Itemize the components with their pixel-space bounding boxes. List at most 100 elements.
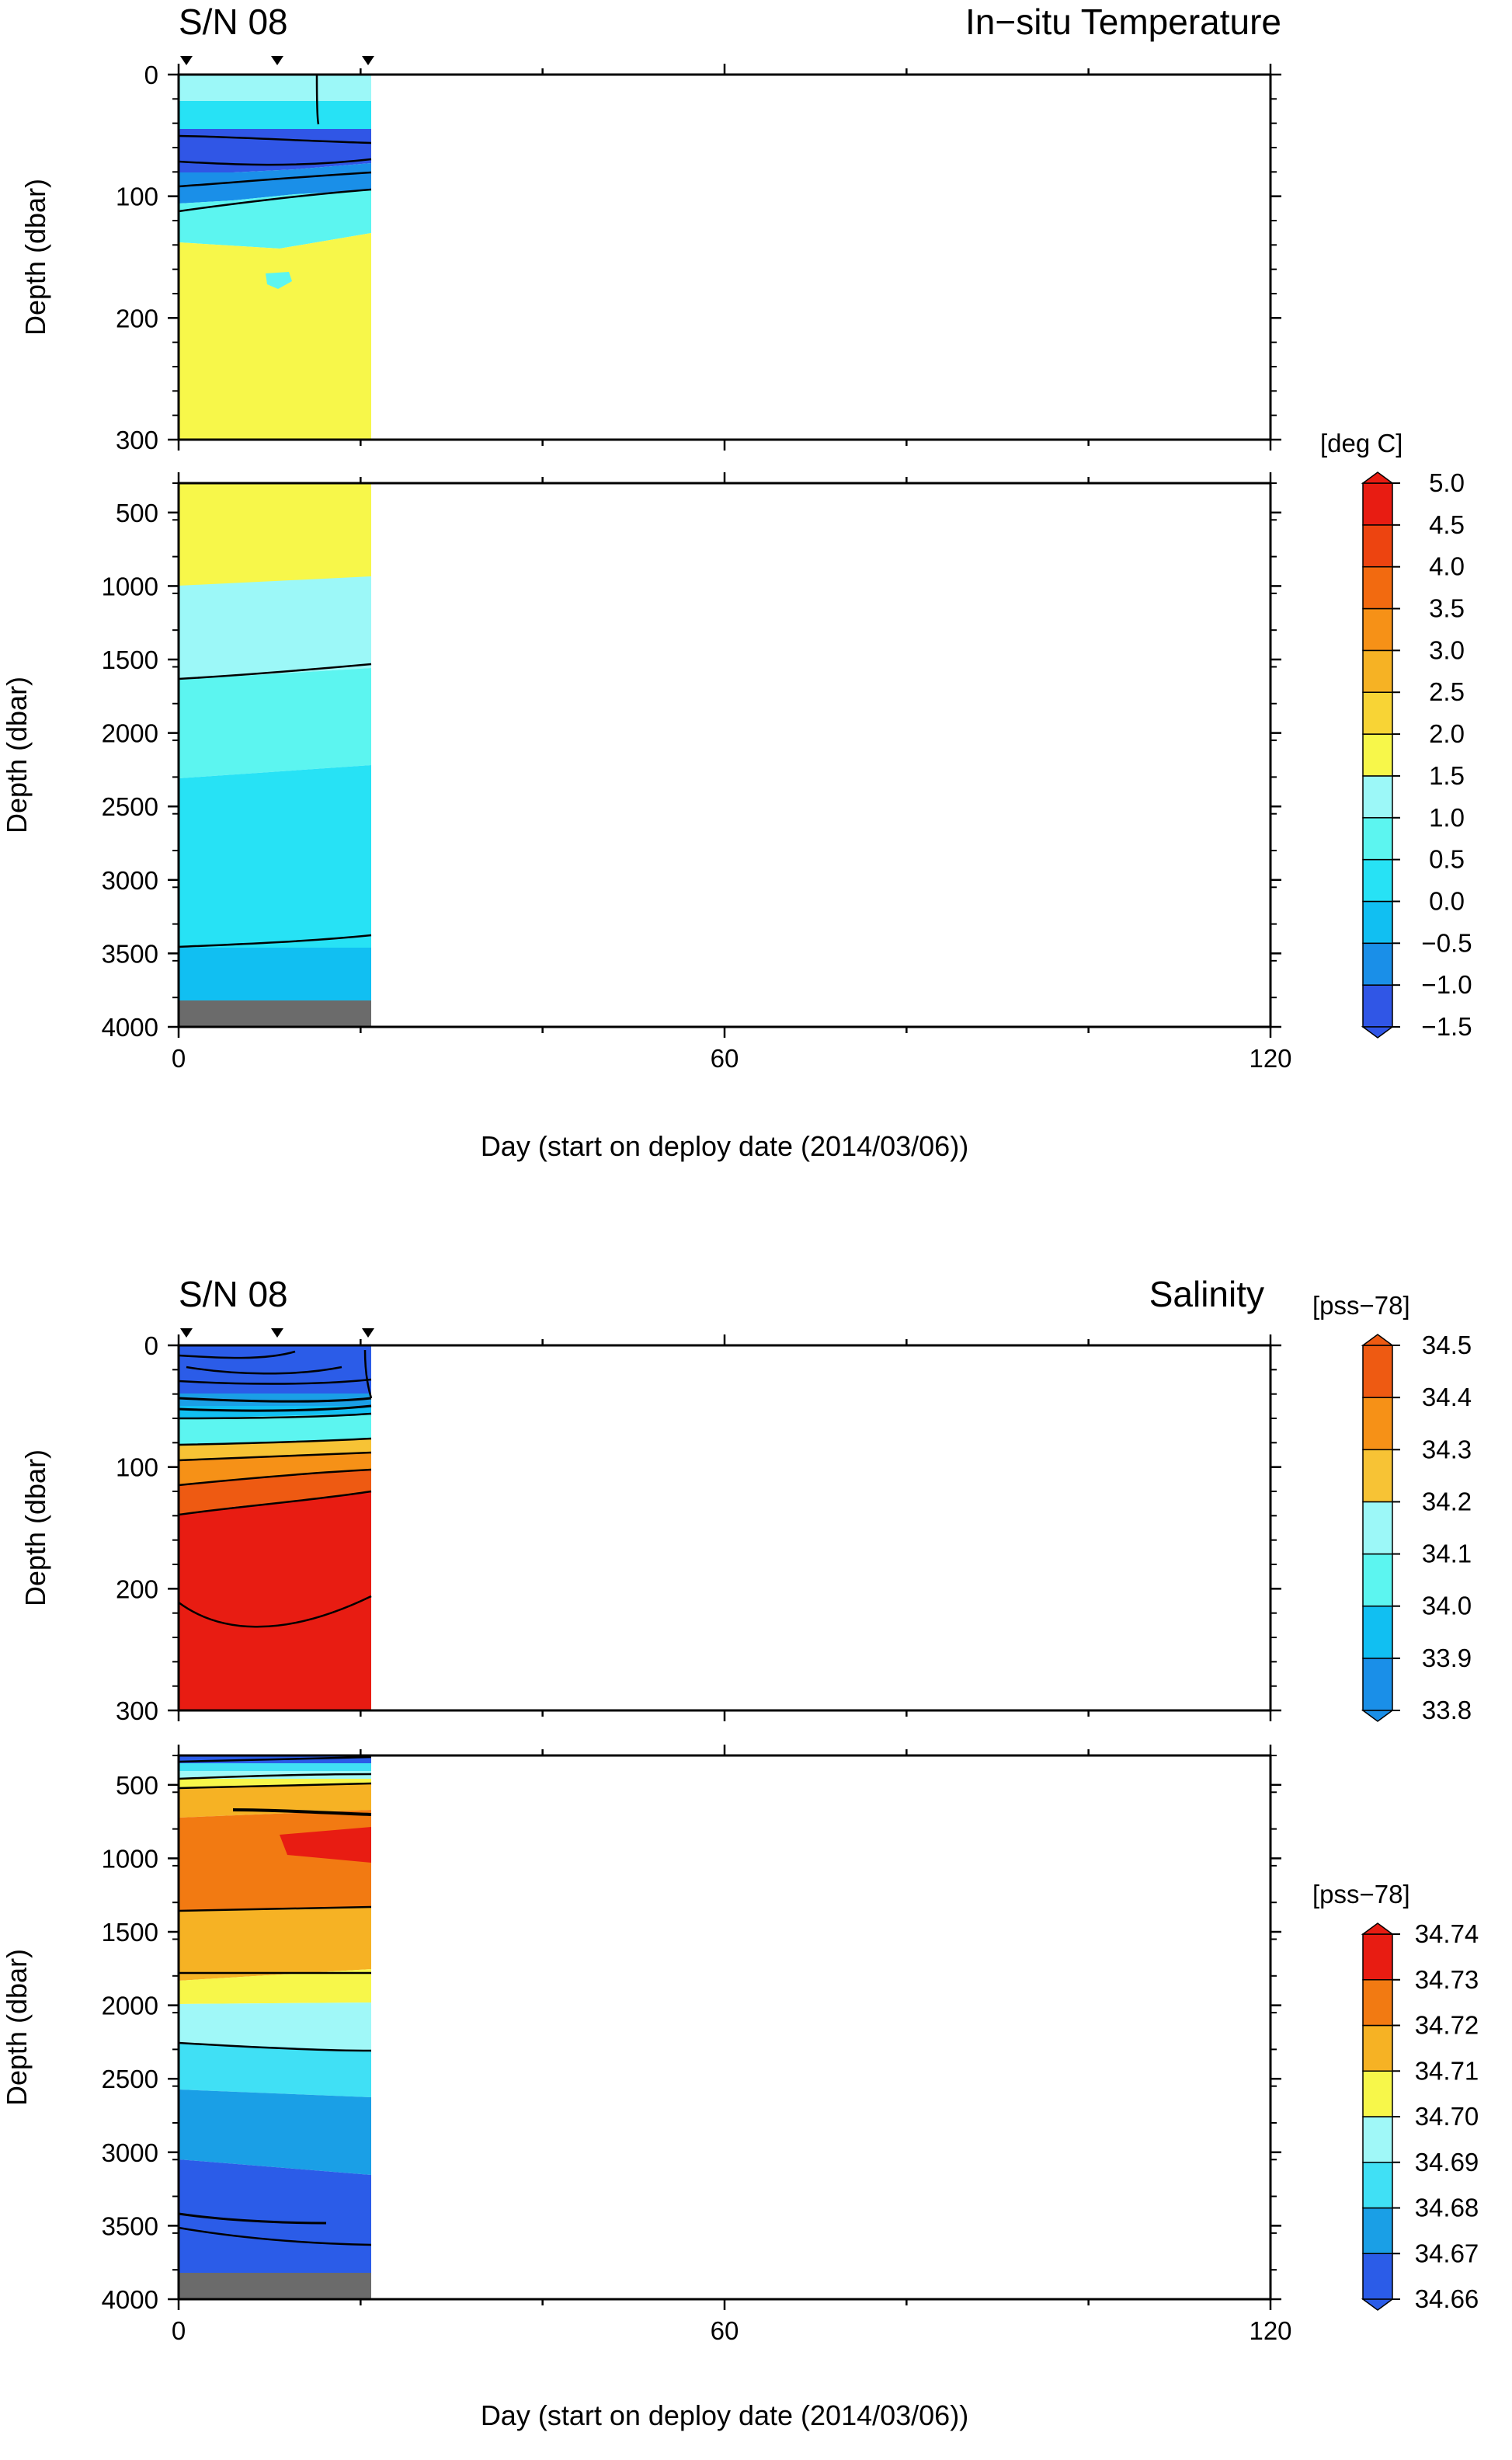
salinity-xlabel: Day (start on deploy date (2014/03/06))	[481, 2399, 968, 2431]
colorbar-swatch	[1362, 2253, 1393, 2300]
colorbar-tick-label: 34.72	[1415, 2011, 1479, 2040]
colorbar-swatch	[1362, 733, 1393, 777]
sal-contour	[178, 1782, 372, 1790]
sal-contour	[178, 1412, 372, 1420]
sal-contour	[178, 1350, 296, 1359]
salinity-lower-y-ticks: 500 1000 1500 2000 2500 3000 3500 4000	[102, 1755, 1281, 2314]
salinity-upper-colorbar: [pss−78] 34.5 34.4 34.3 34.2 34.1 34.0 33.9 33.…	[1312, 1291, 1472, 1724]
colorbar-tick-label: 34.73	[1415, 1965, 1479, 1994]
colorbar-max-arrow	[1361, 1922, 1395, 1935]
sal-contour	[178, 1490, 372, 1516]
colorbar-min-arrow	[1361, 1026, 1395, 1039]
colorbar-max-arrow	[1361, 471, 1395, 484]
salinity-title: Salinity	[1149, 1274, 1264, 1314]
y-tick-label: 1000	[102, 572, 158, 600]
sal-contour	[178, 1905, 372, 1912]
colorbar-swatch	[1362, 1658, 1393, 1711]
temperature-colorbar: [deg C] 5.0 4.5 4.0 3.5 3.0 2.5 2.0 1.5 1.0 0.5 0.…	[1320, 429, 1472, 1041]
colorbar-swatch	[1362, 524, 1393, 568]
salinity-upper-y-ticks: 0 100 200 300	[116, 1331, 1281, 1725]
colorbar-swatch	[1362, 2024, 1393, 2072]
colorbar-tick-label: 34.69	[1415, 2148, 1479, 2176]
sal-layer	[179, 2159, 371, 2273]
colorbar-swatch	[1362, 775, 1393, 819]
temperature-profile-markers	[180, 56, 374, 65]
colorbar-tick-label: 2.0	[1429, 719, 1465, 748]
x-tick-label: 0	[172, 2316, 186, 2345]
temperature-serial-label: S/N 08	[179, 2, 288, 42]
temp-layer	[179, 483, 371, 586]
colorbar-tick-label: 33.8	[1422, 1696, 1472, 1724]
salinity-block: S/N 08 Salinity	[1, 1274, 1479, 2431]
y-tick-label: 3500	[102, 2211, 158, 2240]
y-tick-label: 2000	[102, 719, 158, 748]
temperature-title: In−situ Temperature	[965, 2, 1281, 42]
sal-layer	[280, 1827, 371, 1863]
sal-contour	[178, 1595, 372, 1628]
y-tick-label: 2500	[102, 2065, 158, 2093]
salinity-lower-ylabel: Depth (dbar)	[1, 1949, 33, 2106]
sal-contour	[178, 1397, 372, 1403]
colorbar-tick-label: 34.2	[1422, 1487, 1472, 1515]
salinity-lower-colorbar: [pss−78] 34.7434.7334.7234.7134.7034.693…	[1312, 1880, 1479, 2313]
colorbar-tick-label: 5.0	[1429, 468, 1465, 497]
y-tick-label: 200	[116, 304, 158, 332]
sal-contour	[178, 1378, 372, 1385]
seafloor-mask	[179, 2273, 371, 2299]
colorbar-swatch	[1362, 942, 1393, 986]
temperature-upper-ylabel: Depth (dbar)	[19, 179, 51, 336]
sal-layer	[179, 1763, 371, 1771]
colorbar-swatch	[1362, 2070, 1393, 2117]
sal-layer	[179, 2002, 371, 2051]
colorbar-tick-label: 34.0	[1422, 1592, 1472, 1620]
y-tick-label: 0	[144, 1331, 158, 1360]
profile-marker	[271, 1328, 283, 1338]
y-tick-label: 3000	[102, 866, 158, 895]
sal-layer	[179, 1414, 371, 1445]
seafloor-mask	[179, 1000, 371, 1027]
colorbar-swatch	[1362, 984, 1393, 1028]
sal-contour	[178, 1404, 372, 1412]
colorbar-tick-label: 34.3	[1422, 1435, 1472, 1463]
y-tick-label: 500	[116, 1771, 158, 1800]
x-tick-label: 120	[1249, 2316, 1291, 2345]
temp-layer	[179, 101, 371, 129]
colorbar-tick-label: 34.66	[1415, 2284, 1479, 2313]
colorbar-tick-label: 34.71	[1415, 2056, 1479, 2085]
sal-layer	[179, 2089, 371, 2175]
temp-contour	[178, 134, 372, 144]
salinity-upper-ylabel: Depth (dbar)	[19, 1449, 51, 1606]
colorbar-tick-label: 4.0	[1429, 552, 1465, 581]
temperature-colorbar-unit: [deg C]	[1320, 429, 1403, 458]
temp-layer	[179, 668, 371, 778]
sal-contour	[178, 1468, 372, 1487]
sal-layer	[179, 1453, 371, 1485]
temp-layer	[179, 765, 371, 1000]
salinity-serial-label: S/N 08	[179, 1274, 288, 1314]
colorbar-tick-label: 0.0	[1429, 886, 1465, 915]
sal-contour	[178, 1451, 372, 1462]
colorbar-swatch	[1362, 2207, 1393, 2254]
colorbar-swatch	[1362, 1397, 1393, 1451]
temp-layer	[179, 129, 371, 172]
temp-layer	[179, 948, 371, 1000]
salinity-lower-panel: 500 1000 1500 2000 2500 3000 3500 4000 0 60 120 D…	[1, 1745, 1292, 2345]
colorbar-swatch	[1362, 2162, 1393, 2209]
profile-marker	[362, 56, 374, 65]
colorbar-swatch	[1362, 565, 1393, 610]
salinity-profile-markers	[180, 1328, 374, 1338]
profile-marker	[180, 1328, 193, 1338]
colorbar-tick-label: 4.5	[1429, 510, 1465, 539]
temperature-upper-panel: 0 100 200 300 Depth (dbar)	[19, 61, 1281, 454]
temperature-block: S/N 08 In−situ Temperature 0 100 200 300	[1, 2, 1472, 1162]
sal-layer	[179, 1907, 371, 1981]
temperature-lower-x-ticks: 0 60 120	[172, 472, 1292, 1073]
colorbar-swatch	[1362, 1979, 1393, 2027]
colorbar-tick-label: 1.0	[1429, 803, 1465, 832]
sal-contour	[178, 2226, 372, 2246]
temp-layer	[179, 233, 371, 440]
temp-contour	[178, 171, 372, 188]
colorbar-swatch	[1362, 1605, 1393, 1659]
sal-contour	[178, 1773, 372, 1780]
